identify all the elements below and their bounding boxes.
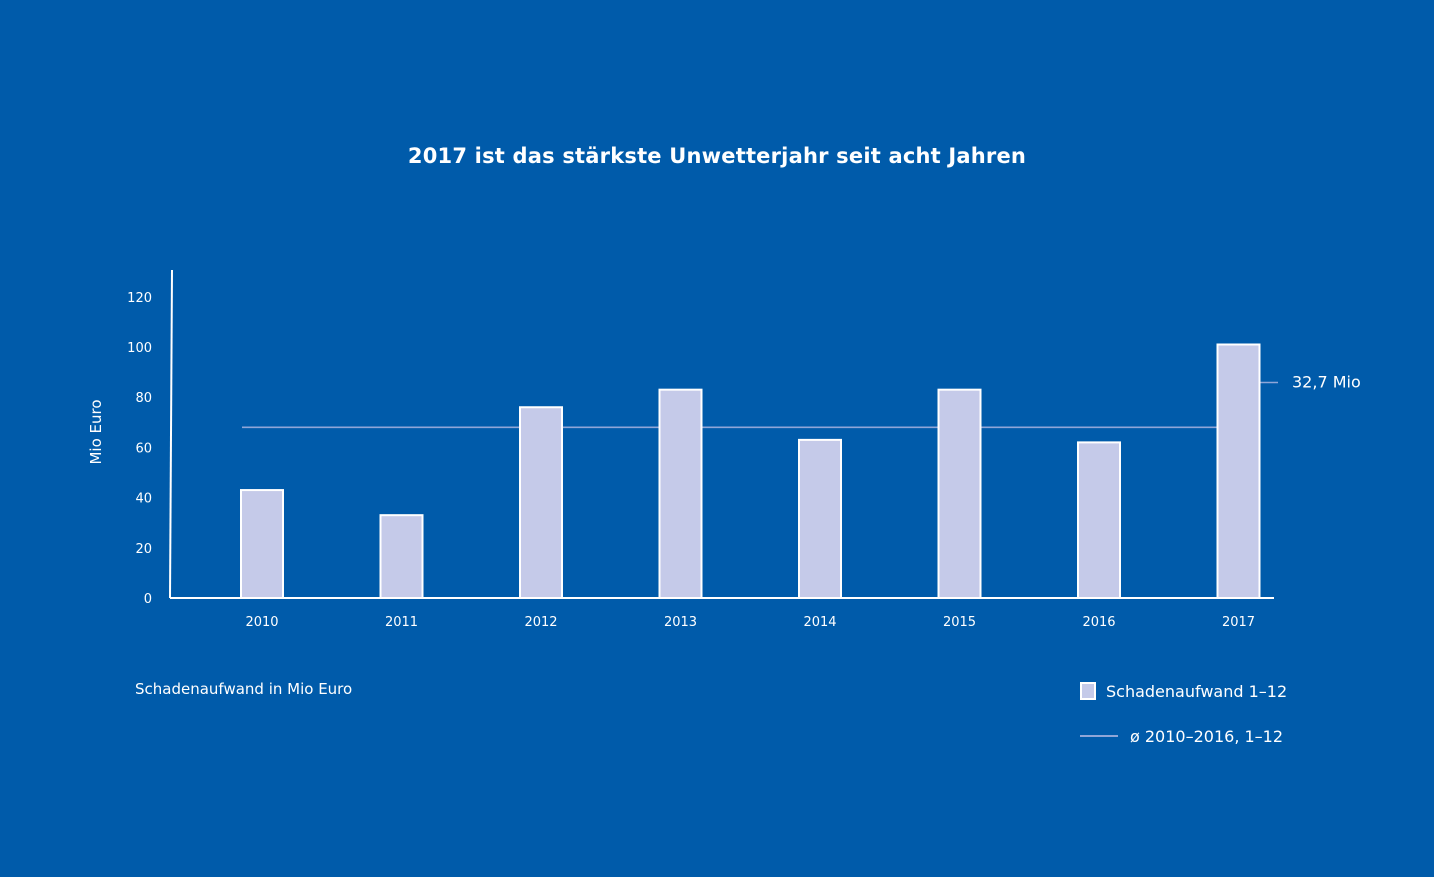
annotation-label: 32,7 Mio [1292,372,1361,391]
legend-item-average: ø 2010–2016, 1–12 [1080,727,1283,746]
legend-label-average: ø 2010–2016, 1–12 [1130,727,1284,746]
x-ticks: 2010 2011 2012 2013 2014 2015 2016 2017 [245,615,1255,630]
x-tick-label: 2017 [1222,615,1255,630]
bar [937,388,982,600]
chart-title: 2017 ist das stärkste Unwetterjahr seit … [407,144,1027,168]
x-tick-label: 2012 [524,615,557,630]
y-ticks: 0 20 40 60 80 100 120 [127,291,152,607]
bar [658,388,703,600]
bar [1216,343,1261,599]
y-tick-label: 100 [127,341,152,356]
y-tick-label: 80 [135,391,152,406]
bar [240,489,284,600]
legend-item-bars: Schadenaufwand 1–12 [1080,682,1287,701]
legend-swatch-bars [1080,682,1096,700]
y-axis [169,269,173,599]
y-tick-label: 60 [135,441,152,456]
x-tick-label: 2010 [245,615,278,630]
bar [519,406,563,599]
bar [379,514,424,599]
x-tick-label: 2015 [943,615,976,630]
bar [1077,441,1121,599]
bar [798,438,842,599]
x-tick-label: 2016 [1082,615,1115,630]
legend-swatch-average [1080,735,1118,737]
y-tick-label: 20 [135,542,152,557]
x-tick-label: 2011 [385,615,418,630]
legend-label-bars: Schadenaufwand 1–12 [1106,682,1288,701]
x-tick-label: 2013 [664,615,697,630]
bars [240,343,1261,600]
y-tick-label: 40 [135,492,152,507]
y-tick-label: 120 [127,291,152,306]
footnote: Schadenaufwand in Mio Euro [135,680,353,698]
y-tick-label: 0 [144,592,152,607]
x-tick-label: 2014 [803,615,836,630]
